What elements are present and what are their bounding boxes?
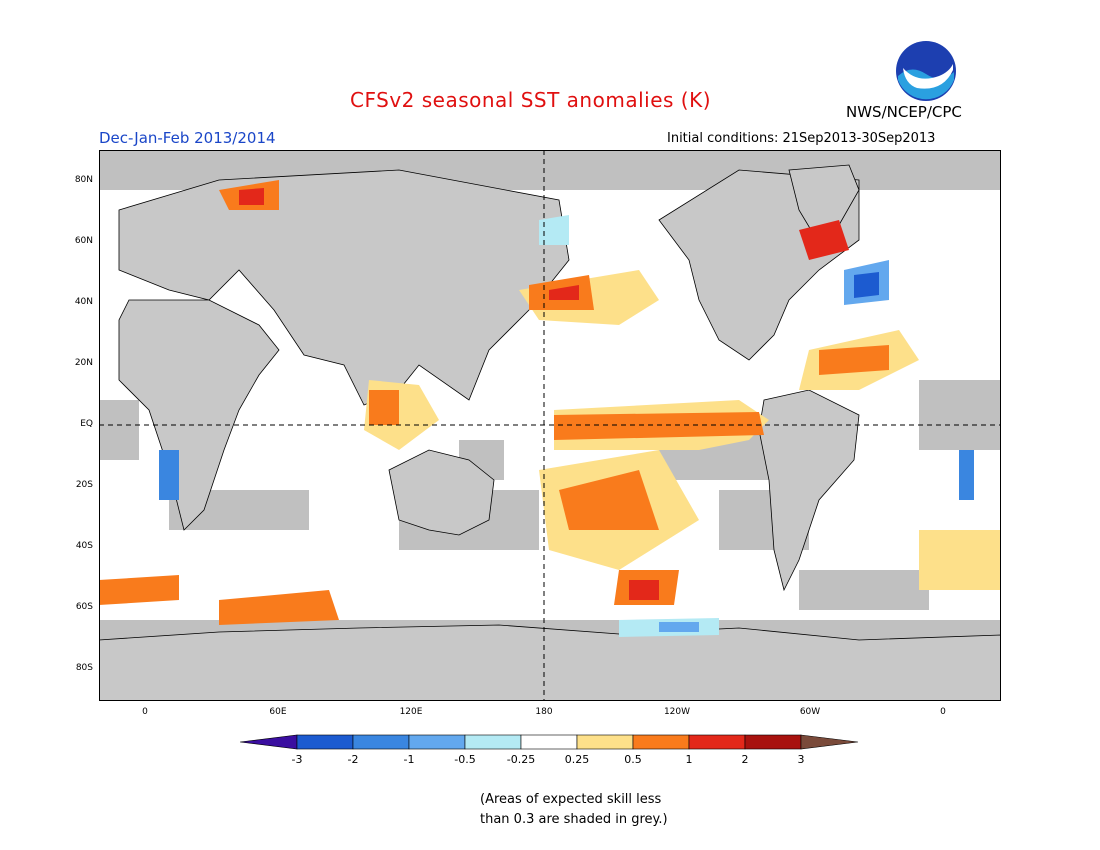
lat-label: 60N (74, 236, 93, 246)
lat-label: 80N (74, 175, 93, 185)
lat-label: 20S (75, 480, 93, 490)
colorbar-label: 2 (741, 753, 749, 766)
colorbar-segment (576, 734, 634, 750)
colorbar-label: 1 (685, 753, 693, 766)
landmass-australia (388, 449, 495, 536)
lon-label: 120E (399, 707, 423, 717)
colorbar-segments (240, 734, 859, 750)
colorbar-segment (352, 734, 410, 750)
map-title: CFSv2 seasonal SST anomalies (K) (350, 88, 711, 112)
footnote-line-1: (Areas of expected skill less (480, 792, 662, 807)
noaa-logo-icon (896, 41, 956, 101)
colorbar-label: 0.5 (624, 753, 642, 766)
colorbar-label: -0.5 (454, 753, 476, 766)
lon-label: 120W (663, 707, 691, 717)
colorbar-label: -3 (291, 753, 303, 766)
initial-conditions-label: Initial conditions: 21Sep2013-30Sep2013 (667, 131, 936, 146)
lon-label: 60E (269, 707, 287, 717)
colorbar-label: -2 (347, 753, 359, 766)
cool-anomaly-regions (159, 215, 974, 637)
land-masses (99, 164, 1001, 701)
colorbar-label: 0.25 (564, 753, 590, 766)
sst-anomaly-map (99, 150, 1001, 701)
colorbar-segment (520, 734, 578, 750)
colorbar (240, 734, 859, 750)
colorbar-label: -0.25 (506, 753, 536, 766)
lat-label: 80S (75, 663, 93, 673)
colorbar-segment (744, 734, 802, 750)
map-frame (99, 150, 1001, 701)
lon-label: 0 (142, 707, 148, 717)
colorbar-segment (464, 734, 522, 750)
lon-label: 60W (799, 707, 821, 717)
lat-label: EQ (80, 419, 93, 429)
lat-label: 60S (75, 602, 93, 612)
colorbar-label: 3 (797, 753, 805, 766)
colorbar-label: -1 (403, 753, 415, 766)
colorbar-arrow-left (240, 734, 298, 750)
landmass-africa (118, 299, 280, 531)
warm-anomaly-regions (99, 180, 1001, 625)
footnote-line-2: than 0.3 are shaded in grey.) (480, 812, 668, 827)
agency-label: NWS/NCEP/CPC (846, 103, 962, 121)
colorbar-segment (296, 734, 354, 750)
colorbar-segment (632, 734, 690, 750)
lat-label: 40N (74, 297, 93, 307)
lon-label: 0 (940, 707, 946, 717)
landmass-antarctica (99, 624, 1001, 701)
colorbar-segment (408, 734, 466, 750)
landmass-south-america (758, 389, 860, 592)
colorbar-arrow-right (800, 734, 859, 750)
colorbar-segment (688, 734, 746, 750)
season-label: Dec-Jan-Feb 2013/2014 (99, 129, 276, 147)
lat-label: 40S (75, 541, 93, 551)
lon-label: 180 (535, 707, 553, 717)
lat-label: 20N (74, 358, 93, 368)
